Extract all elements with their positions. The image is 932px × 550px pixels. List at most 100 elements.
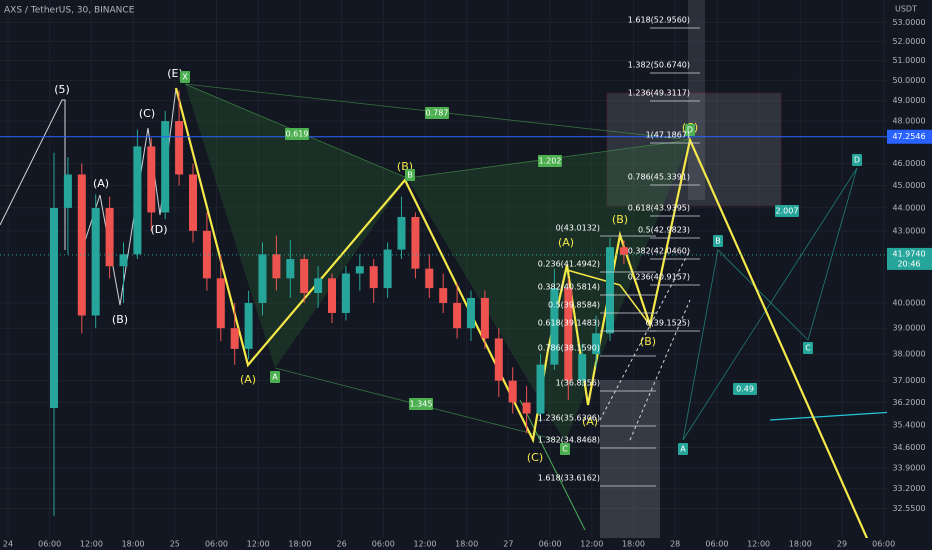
candle-body [63,174,72,208]
price-axis [887,0,932,550]
candle-body [258,254,267,303]
last-price-label: 41.9740 [892,249,925,258]
y-tick-label: 32.5500 [892,504,925,513]
fib-left-label: 0.5(39.8584) [548,301,600,310]
candle-body [550,288,559,365]
wave-label: (B) [640,335,656,348]
x-tick-label: 06:00 [872,540,895,549]
x-tick-label: 12:00 [80,540,103,549]
x-tick-label: 06:00 [539,540,562,549]
ratio-box [409,398,433,410]
candle-body [286,259,295,279]
y-tick-label: 45.0000 [892,181,925,190]
candle-body [328,278,336,313]
x-tick-label: 18:00 [455,540,478,549]
y-tick-label: 34.6000 [892,443,925,452]
wave-label: (A) [582,415,598,428]
x-tick-label: 06:00 [38,540,61,549]
candle-body [161,121,170,213]
candle-body [77,174,86,316]
wave-label: (B) [612,213,628,226]
x-tick-label: 12:00 [247,540,270,549]
y-tick-label: 43.0000 [892,226,925,235]
fib-right-label: 0.382(42.0460) [628,247,690,256]
y-tick-label: 39.0000 [892,324,925,333]
candle-body [494,338,503,381]
x-tick-label: 28 [670,540,680,549]
candle-body [578,354,587,381]
pattern-point: D [854,156,860,165]
price-tag-label: 47.2546 [892,132,925,141]
pattern-point: A [272,373,278,382]
candle-body [355,266,364,274]
x-tick-label: 26 [337,540,347,549]
pattern-point-box [713,235,723,247]
pattern-point-box [678,443,688,455]
time-axis [0,538,932,550]
wave-label: (E) [167,67,183,80]
candle-body [50,207,58,409]
wave-label: (A) [240,373,256,386]
y-tick-label: 51.0000 [892,56,925,65]
ratio-box [775,205,799,217]
wave-label: (B) [112,313,128,326]
y-tick-label: 40.0000 [892,298,925,307]
candle-body [175,121,184,175]
ratio-label: 0.49 [736,385,754,394]
fib-left-label: 0(43.0132) [556,224,600,233]
candle-body [480,297,489,339]
candle-body [216,278,225,329]
candle-body [467,297,475,329]
pattern-line [519,399,586,531]
candle-body [606,247,614,334]
wave-label: (C) [527,451,543,464]
pattern-fill [185,84,407,368]
candle-body [341,273,350,313]
candle-body [133,146,142,255]
wave-label: (A) [558,236,574,249]
pattern-point-box [685,124,695,136]
pattern-point: C [562,445,568,454]
price-tag [887,129,932,144]
wave-line [174,87,872,546]
ratio-box [538,155,562,167]
x-tick-label: 06:00 [705,540,728,549]
y-tick-label: 38.0000 [892,350,925,359]
x-tick-label: 25 [170,540,180,549]
x-tick-label: 12:00 [580,540,603,549]
candle-body [300,259,309,294]
pattern-point: D [687,126,693,135]
pattern-point-box [405,169,415,181]
candle-body [119,254,128,267]
ratio-label: 0.619 [286,130,309,139]
candle-body [202,230,211,279]
y-tick-label: 48.0000 [892,117,925,126]
y-tick-label: 50.0000 [892,76,925,85]
wave-label: (A) [93,177,109,190]
candle-body [564,288,573,381]
axis-unit: USDT [895,5,917,14]
pattern-point-box [180,71,190,83]
ratio-label: 1.202 [539,157,562,166]
candle-body [411,217,420,269]
pattern-point-box [270,371,280,383]
y-tick-label: 52.0000 [892,37,925,46]
fib-right-label: 0(39.1525) [646,319,690,328]
time-shade [600,380,660,538]
candle-body [91,207,100,316]
fib-right-label: 0.618(43.9395) [628,204,690,213]
y-tick-label: 35.4000 [892,420,925,429]
candle-body [272,254,281,279]
ratio-label: 2.007 [776,207,799,216]
candle-body [508,380,517,403]
candle-body [453,302,462,329]
pattern-point-box [560,443,570,455]
candle-body [314,278,323,294]
fib-right-label: 1.618(52.9560) [628,16,690,25]
fib-left-label: 1.618(33.6162) [538,474,600,483]
candle-body [369,266,378,289]
fib-left-label: 1.236(35.6306) [538,414,600,423]
pattern-point: C [805,344,811,353]
x-tick-label: 18:00 [622,540,645,549]
